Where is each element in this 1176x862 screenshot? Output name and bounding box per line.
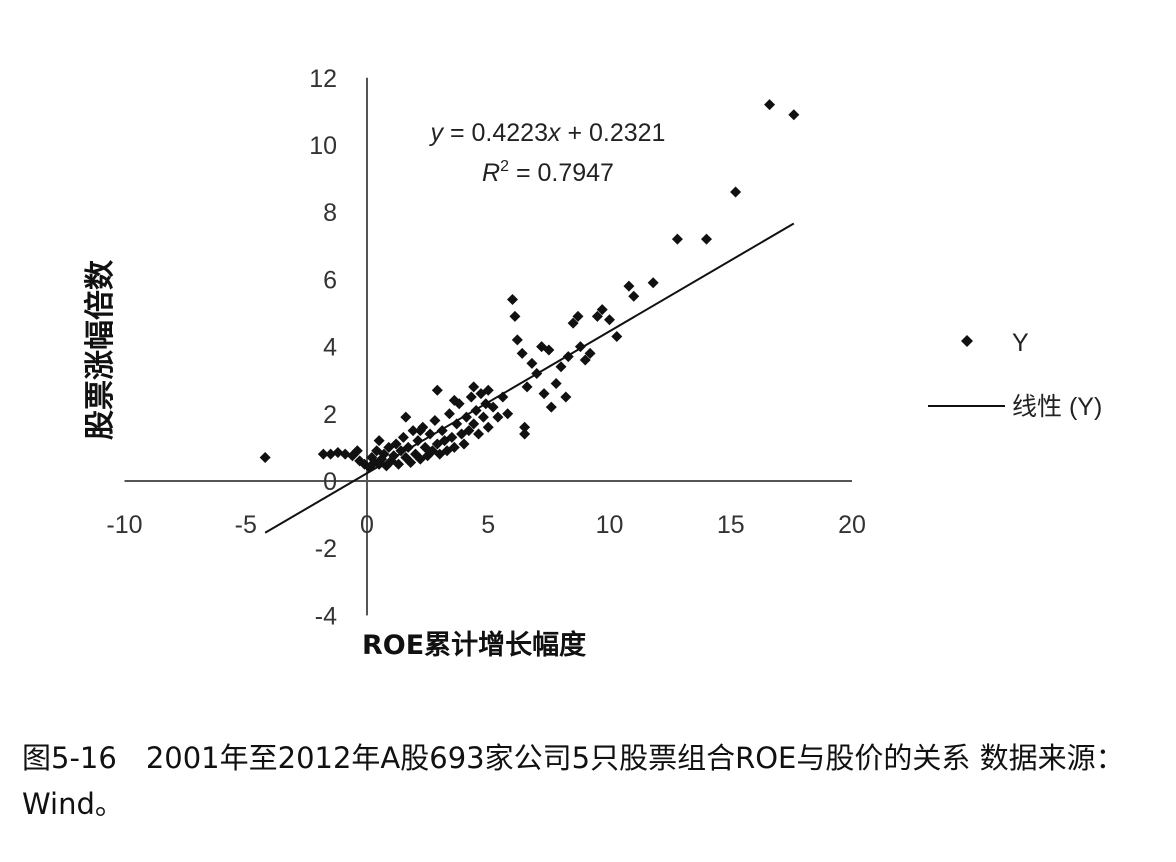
scatter-point (764, 99, 776, 111)
scatter-point (579, 354, 591, 366)
y-tick-label: -2 (315, 535, 337, 563)
scatter-point (545, 401, 557, 413)
scatter-point (604, 314, 615, 326)
scatter-point (611, 331, 623, 343)
scatter-point (397, 431, 409, 443)
scatter-point (339, 448, 351, 460)
y-tick-label: 4 (323, 334, 337, 362)
scatter-point (429, 415, 441, 427)
legend-label-linear: 线性 (Y) (1012, 393, 1102, 421)
x-tick-label: -5 (235, 511, 257, 539)
trendline (264, 222, 795, 534)
scatter-point (623, 280, 635, 292)
scatter-point (431, 384, 443, 396)
scatter-point (259, 451, 271, 463)
scatter-point (373, 435, 385, 447)
y-tick-label: 12 (309, 65, 337, 93)
scatter-point (325, 448, 337, 460)
scatter-point (516, 347, 528, 359)
scatter-point (511, 334, 523, 346)
scatter-point (519, 428, 531, 440)
scatter-point (393, 458, 405, 470)
scatter-point (628, 290, 640, 302)
x-tick-label: 15 (717, 511, 745, 539)
scatter-point (414, 425, 426, 437)
scatter-point (390, 438, 402, 450)
y-tick-label: 2 (323, 401, 337, 429)
scatter-point (473, 428, 485, 440)
y-tick-labels: -4 -2 0 2 4 6 8 10 12 (309, 65, 337, 631)
scatter-point (465, 391, 477, 403)
regression-equation: y = 0.4223x + 0.2321 (429, 119, 666, 147)
scatter-point (407, 425, 419, 437)
scatter-point (519, 421, 531, 433)
scatter-point (332, 446, 344, 458)
x-tick-label: 5 (481, 511, 495, 539)
x-tick-labels: -10 -5 0 5 10 15 20 (106, 511, 865, 539)
legend-diamond-marker (961, 335, 973, 347)
scatter-point (448, 394, 460, 406)
scatter-point (730, 186, 742, 198)
scatter-point (538, 388, 550, 400)
x-tick-label: 0 (360, 511, 374, 539)
legend-label-y: Y (1012, 329, 1029, 357)
scatter-point (671, 233, 683, 245)
y-tick-label: 0 (323, 468, 337, 496)
axes (124, 77, 852, 616)
scatter-point (550, 378, 562, 390)
scatter-point (507, 294, 518, 306)
x-tick-label: 20 (838, 511, 866, 539)
scatter-point (502, 408, 514, 420)
y-tick-label: 10 (309, 132, 337, 160)
scatter-points (259, 99, 800, 474)
scatter-point (482, 384, 494, 396)
trendline-line (264, 222, 795, 534)
scatter-point (400, 411, 412, 423)
scatter-point (468, 381, 480, 393)
scatter-point (596, 304, 608, 316)
scatter-point (509, 310, 521, 322)
scatter-point (424, 428, 436, 440)
scatter-point (443, 408, 455, 420)
scatter-chart: -10 -5 0 5 10 15 20 -4 -2 0 2 4 6 8 10 12 y = 0.4223x … (83, 65, 1102, 661)
scatter-point (543, 344, 555, 356)
scatter-point (351, 445, 363, 457)
scatter-point (378, 448, 390, 460)
scatter-point (477, 411, 489, 423)
scatter-point (482, 421, 494, 433)
scatter-point (647, 277, 659, 289)
y-tick-label: 8 (323, 199, 337, 227)
scatter-point (521, 381, 533, 393)
scatter-point (788, 109, 800, 121)
x-tick-label: 10 (596, 511, 624, 539)
scatter-point (584, 347, 596, 359)
legend: Y 线性 (Y) (928, 329, 1102, 421)
scatter-point (405, 457, 417, 469)
y-tick-label: 6 (323, 266, 337, 294)
scatter-point (487, 401, 499, 413)
scatter-point (492, 411, 504, 423)
scatter-point (567, 317, 579, 329)
y-tick-label: -4 (315, 602, 337, 630)
scatter-point (526, 357, 538, 369)
r-squared-label: R2 = 0.7947 (482, 158, 614, 187)
scatter-point (560, 391, 572, 403)
scatter-point (446, 431, 458, 443)
figure-caption: 图5-16 2001年至2012年A股693家公司5只股票组合ROE与股价的关系… (22, 741, 1125, 821)
scatter-point (701, 233, 712, 245)
scatter-point (572, 310, 584, 322)
scatter-point (591, 310, 603, 322)
scatter-point (468, 418, 480, 430)
scatter-point (463, 425, 475, 437)
x-axis-label: ROE累计增长幅度 (362, 629, 586, 661)
scatter-point (451, 418, 463, 430)
scatter-point (448, 441, 460, 453)
scatter-point (458, 438, 470, 450)
scatter-point (412, 435, 424, 447)
x-tick-label: -10 (106, 511, 142, 539)
scatter-point (317, 448, 329, 460)
y-axis-label: 股票涨幅倍数 (83, 259, 118, 440)
scatter-point (555, 361, 567, 373)
